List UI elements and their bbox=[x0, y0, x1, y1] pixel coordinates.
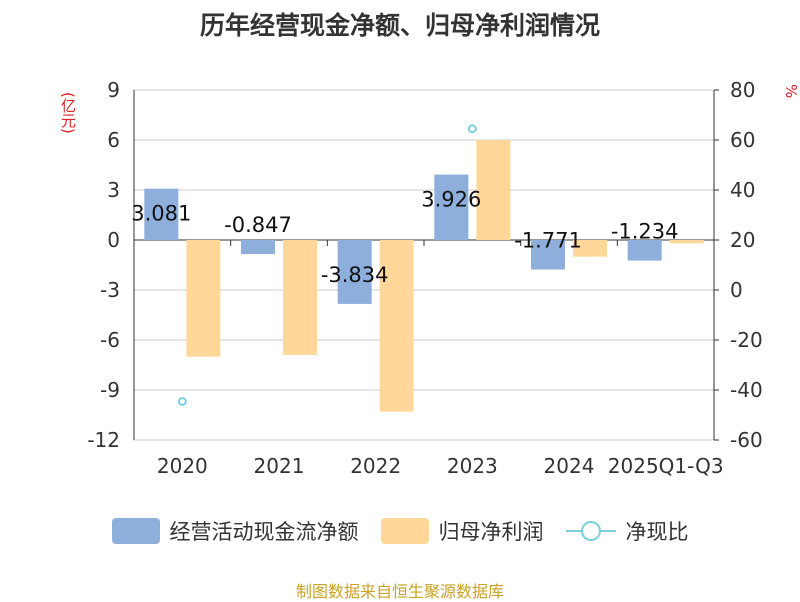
legend-label-net-profit: 归母净利润 bbox=[438, 520, 544, 544]
bar-net-profit bbox=[573, 240, 607, 257]
y-left-tick-label: 0 bbox=[107, 228, 120, 252]
x-tick-label: 2024 bbox=[544, 454, 595, 478]
bar-net-profit bbox=[669, 240, 704, 244]
y-right-tick-label: 80 bbox=[730, 78, 755, 102]
data-label-cash-flow: -1.234 bbox=[611, 220, 679, 244]
right-axis-unit: % bbox=[782, 84, 800, 99]
point-ratio bbox=[467, 124, 477, 134]
x-tick-label: 2020 bbox=[157, 454, 208, 478]
legend-label-ratio: 净现比 bbox=[625, 520, 689, 544]
legend-item-cash-flow[interactable]: 经营活动现金流净额 bbox=[111, 516, 359, 546]
y-right-tick-label: 20 bbox=[730, 228, 755, 252]
data-label-cash-flow: 3.926 bbox=[421, 188, 481, 212]
bar-net-profit bbox=[379, 240, 414, 412]
data-label-cash-flow: 3.081 bbox=[131, 202, 191, 226]
bar-cash-flow bbox=[144, 188, 179, 240]
bar-net-profit bbox=[186, 240, 221, 357]
legend-swatch-ratio bbox=[565, 518, 616, 544]
y-right-tick-label: -40 bbox=[730, 378, 763, 402]
data-label-cash-flow: -3.834 bbox=[321, 263, 389, 287]
data-source: 制图数据来自恒生聚源数据库 bbox=[295, 582, 504, 601]
point-ratio bbox=[177, 397, 187, 406]
x-tick-label: 2025Q1-Q3 bbox=[608, 454, 724, 478]
y-left-tick-label: 3 bbox=[107, 178, 120, 202]
bar-cash-flow bbox=[627, 240, 662, 261]
y-right-tick-label: 0 bbox=[730, 278, 743, 302]
left-axis-unit: (亿元) bbox=[59, 92, 77, 134]
legend-swatch-net-profit bbox=[380, 518, 429, 544]
chart-title: 历年经营现金净额、归母净利润情况 bbox=[199, 11, 600, 40]
bar-net-profit bbox=[283, 240, 317, 355]
y-left-tick-label: -12 bbox=[87, 428, 120, 452]
y-left-tick-label: -9 bbox=[100, 378, 120, 402]
y-left-tick-label: -6 bbox=[100, 328, 120, 352]
y-left-tick-label: 9 bbox=[107, 78, 120, 102]
bar-cash-flow bbox=[241, 240, 275, 255]
y-left-tick-label: -3 bbox=[100, 278, 120, 302]
bar-net-profit bbox=[476, 140, 511, 240]
legend-item-ratio[interactable]: 净现比 bbox=[565, 516, 689, 546]
x-tick-label: 2022 bbox=[350, 454, 401, 478]
y-right-tick-label: -60 bbox=[730, 428, 763, 452]
y-right-tick-label: -20 bbox=[730, 328, 763, 352]
data-label-cash-flow: -0.847 bbox=[224, 213, 292, 237]
y-right-tick-label: 40 bbox=[730, 178, 755, 202]
bar-cash-flow bbox=[434, 174, 469, 240]
x-tick-label: 2023 bbox=[447, 454, 498, 478]
x-tick-label: 2021 bbox=[254, 454, 305, 478]
bar-cash-flow bbox=[531, 240, 565, 270]
legend-label-cash-flow: 经营活动现金流净额 bbox=[169, 520, 359, 544]
legend-item-net-profit[interactable]: 归母净利润 bbox=[380, 516, 544, 546]
y-left-tick-label: 6 bbox=[107, 128, 120, 152]
legend: 经营活动现金流净额 归母净利润 净现比 bbox=[0, 516, 800, 546]
data-label-cash-flow: -1.771 bbox=[514, 229, 582, 253]
y-right-tick-label: 60 bbox=[730, 128, 755, 152]
bar-cash-flow bbox=[337, 240, 372, 304]
legend-swatch-cash-flow bbox=[111, 518, 160, 544]
